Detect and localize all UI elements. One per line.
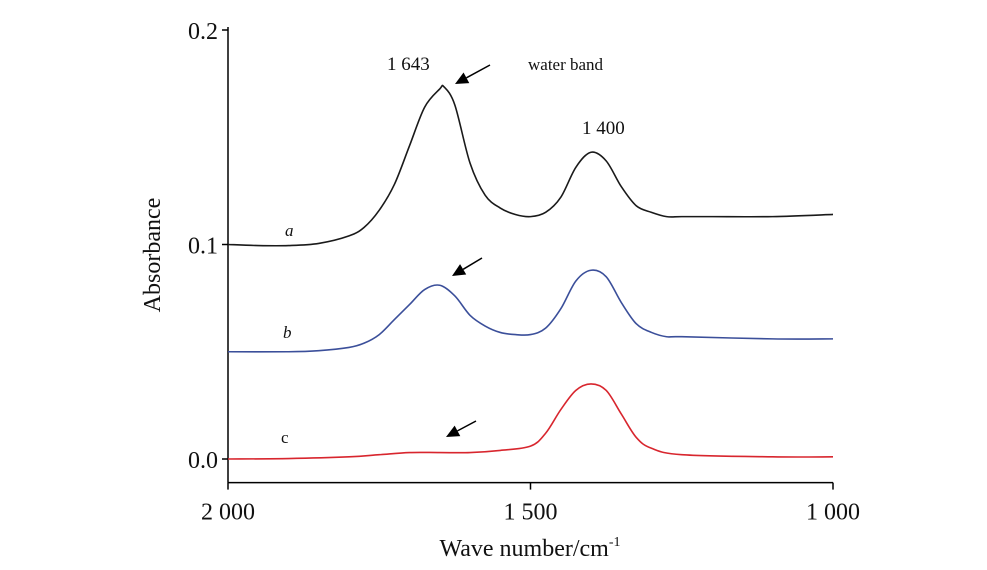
series-label-a: a [285,221,294,240]
y-tick-label: 0.2 [188,19,218,45]
annotation-1643: 1 643 [387,54,430,75]
series-line-a [227,84,834,247]
annotation-1400: 1 400 [582,118,625,139]
xlabel-superscript: -1 [609,535,621,550]
series-line-b [227,269,834,353]
x-tick-label: 2 000 [201,500,255,526]
y-tick-label: 0.0 [188,448,218,474]
series-label-b: b [283,323,292,342]
annotation-water-band: water band [528,55,604,74]
series-label-c: c [281,428,289,447]
x-tick-label: 1 500 [504,500,558,526]
arrow-annotations [446,64,491,437]
ylabel: Absorbance [140,198,166,313]
axes: 0.0 0.1 0.2 2 000 1 500 1 000 [188,19,860,526]
xlabel-text: Wave number/cm [439,536,609,562]
arrow-head-icon [446,425,461,437]
arrow-head-icon [455,72,470,84]
x-tick-label: 1 000 [806,500,860,526]
xlabel: Wave number/cm-1 [439,535,620,562]
y-tick-label: 0.1 [188,234,218,260]
arrow-shaft [457,420,477,432]
arrow-head-icon [452,264,467,276]
arrow-shaft [462,257,483,270]
series-group [227,84,834,460]
series-line-c [227,383,834,460]
arrow-shaft [466,64,491,79]
